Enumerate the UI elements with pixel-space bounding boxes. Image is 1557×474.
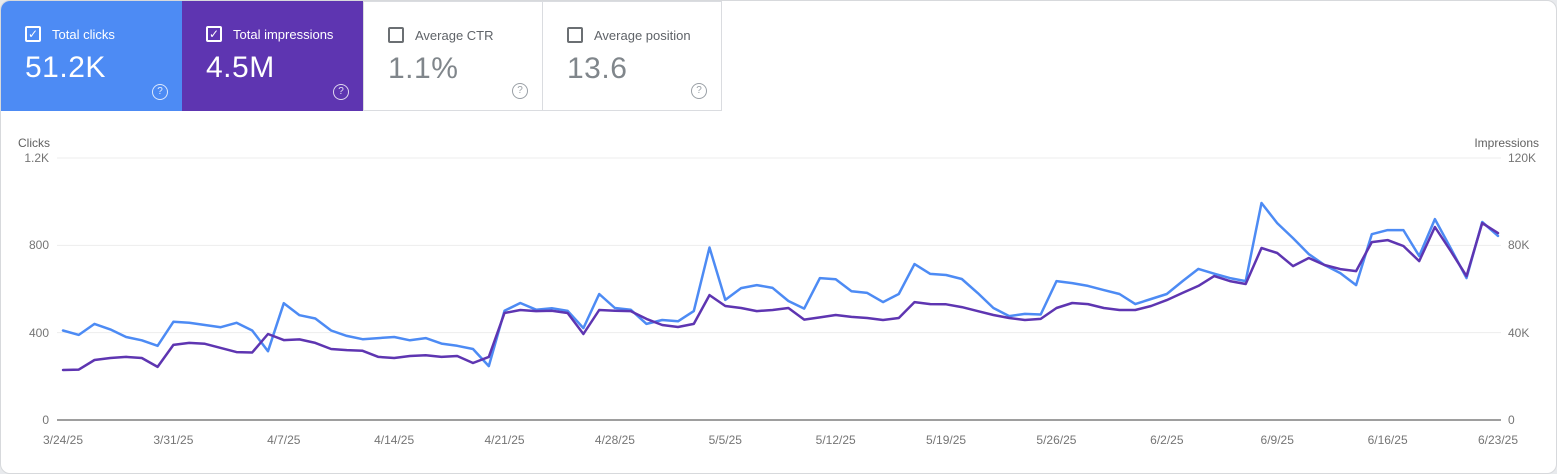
help-question-icon[interactable]: ? — [512, 83, 528, 99]
left-axis-tick: 800 — [28, 238, 49, 253]
left-axis-title: Clicks — [18, 136, 50, 150]
date-label: 3/31/25 — [153, 433, 194, 447]
help-question-icon[interactable]: ? — [333, 84, 349, 100]
metric-value: 1.1% — [388, 52, 459, 85]
checkbox-average-position-unchecked[interactable] — [567, 27, 583, 43]
metric-label: Average CTR — [415, 27, 494, 43]
metric-value: 4.5M — [206, 51, 275, 84]
date-label: 4/28/25 — [594, 433, 635, 447]
help-question-icon[interactable]: ? — [691, 83, 707, 99]
impressions-line[interactable] — [61, 221, 1500, 372]
checkbox-total-impressions-checked[interactable]: ✓ — [206, 26, 222, 42]
metric-value: 13.6 — [567, 52, 628, 85]
left-axis-tick: 1.2K — [24, 151, 49, 165]
date-label: 5/5/25 — [708, 433, 742, 447]
date-label: 5/12/25 — [815, 433, 856, 447]
checkbox-average-ctr-unchecked[interactable] — [388, 27, 404, 43]
metric-value: 51.2K — [25, 51, 106, 84]
right-axis-title: Impressions — [1474, 136, 1539, 150]
date-label: 6/16/25 — [1367, 433, 1408, 447]
clicks-line[interactable] — [61, 201, 1500, 368]
metric-label: Total clicks — [52, 26, 115, 42]
metric-card-total-impressions[interactable]: ✓ Total impressions 4.5M ? — [182, 1, 363, 111]
metric-card-average-position[interactable]: Average position 13.6 ? — [542, 1, 722, 111]
right-axis-tick: 80K — [1508, 238, 1530, 253]
left-axis-tick: 0 — [42, 413, 49, 427]
checkbox-total-clicks-checked[interactable]: ✓ — [25, 26, 41, 42]
right-axis-tick: 40K — [1508, 325, 1530, 340]
metric-cards-row: ✓ Total clicks 51.2K ? ✓ Total impressio… — [1, 1, 722, 111]
date-label: 5/19/25 — [926, 433, 967, 447]
date-label: 4/21/25 — [484, 433, 525, 447]
help-question-icon[interactable]: ? — [152, 84, 168, 100]
metric-card-total-clicks[interactable]: ✓ Total clicks 51.2K ? — [1, 1, 182, 111]
right-axis-tick: 120K — [1508, 151, 1537, 165]
date-label: 6/2/25 — [1150, 433, 1184, 447]
date-label: 4/14/25 — [374, 433, 415, 447]
left-axis-tick: 400 — [28, 325, 49, 340]
metric-label: Total impressions — [233, 26, 334, 42]
date-label: 4/7/25 — [267, 433, 301, 447]
date-label: 3/24/25 — [42, 433, 84, 447]
date-label: 5/26/25 — [1036, 433, 1077, 447]
performance-chart[interactable]: Clicks Impressions 0 400 800 1.2K 0 40K 80K 120… — [1, 111, 1556, 473]
date-label: 6/9/25 — [1260, 433, 1294, 447]
right-axis-tick: 0 — [1508, 413, 1515, 427]
metric-label: Average position — [594, 27, 691, 43]
metric-card-average-ctr[interactable]: Average CTR 1.1% ? — [363, 1, 543, 111]
date-label: 6/23/25 — [1477, 433, 1519, 447]
